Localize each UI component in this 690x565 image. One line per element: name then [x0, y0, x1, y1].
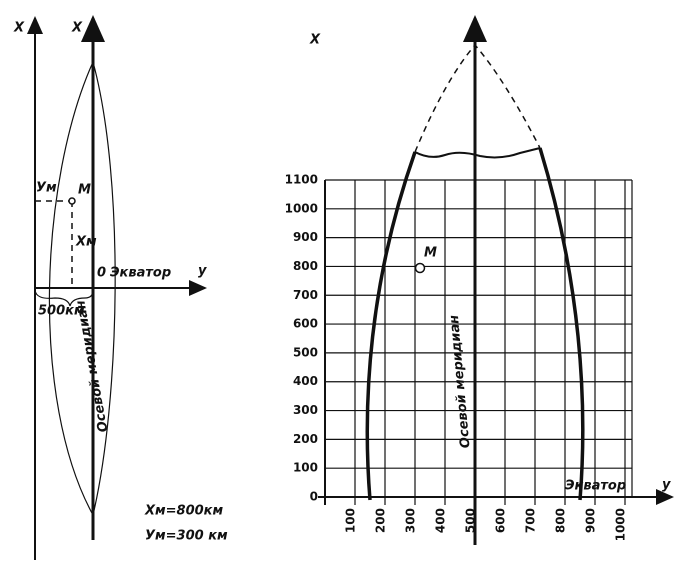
y-tick-label: 800: [293, 259, 318, 273]
y-tick-label: 900: [293, 230, 318, 244]
y-tick-label: 400: [293, 374, 318, 388]
y-tick-label: 600: [293, 317, 318, 331]
zone-outline: [48, 61, 116, 517]
zone-edge: [538, 147, 585, 501]
y-tick-label: 100: [293, 461, 318, 475]
y-tick-label: 200: [293, 432, 318, 446]
x-tick-label: 600: [494, 508, 508, 533]
y-tick-label: 1100: [285, 172, 318, 186]
x-tick-label: 400: [434, 508, 448, 533]
y-tick-label: 500: [293, 345, 318, 359]
y-tick-label: 300: [293, 403, 318, 417]
x-tick-label: 100: [344, 508, 358, 533]
brace: [34, 289, 94, 307]
x-tick-label: 200: [374, 508, 388, 533]
label: Ум: [36, 181, 57, 196]
label: Xм: [75, 235, 97, 250]
point-m: [68, 197, 76, 205]
label: y: [662, 478, 671, 493]
y-tick-label: 1000: [285, 201, 318, 215]
right-panel: 1000900800700600500400300200100110010009…: [285, 15, 674, 545]
label: 500км: [38, 304, 85, 319]
zone-top: [414, 147, 541, 159]
label: M: [424, 246, 437, 261]
x-tick-label: 800: [554, 508, 568, 533]
label: Ум=300 км: [145, 529, 228, 544]
x-tick-label: 300: [404, 508, 418, 533]
label: X: [13, 21, 25, 36]
label: y: [198, 264, 207, 279]
label: 0: [97, 266, 106, 281]
label: Экватор: [110, 266, 171, 281]
x-tick-label: 900: [584, 508, 598, 533]
label: Экватор: [565, 479, 626, 494]
left-panel: X X Ум M Xм 0 Экватор y 500км Осевой мер…: [13, 15, 228, 560]
point-m: [414, 262, 426, 274]
zone-edge: [365, 151, 417, 501]
x-tick-label: 700: [524, 508, 538, 533]
zone-continuation: [414, 43, 541, 153]
y-tick-label: 0: [310, 490, 318, 504]
x-tick-label: 1000: [614, 508, 628, 541]
y-tick-label: 700: [293, 288, 318, 302]
label: Xм=800км: [144, 504, 224, 519]
label: X: [71, 21, 83, 36]
label: M: [78, 183, 91, 198]
label: X: [309, 33, 321, 48]
